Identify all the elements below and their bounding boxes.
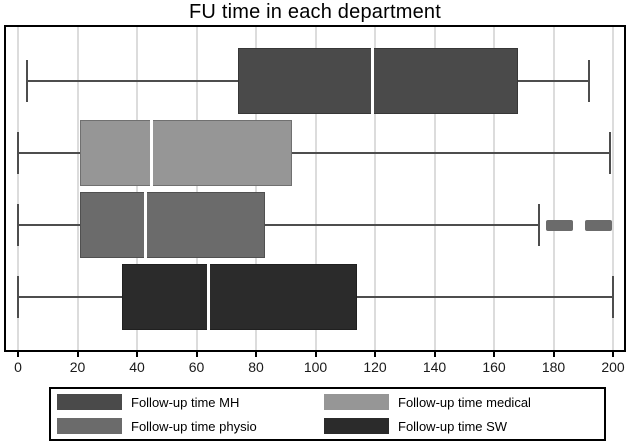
gridline bbox=[136, 27, 138, 350]
whisker-cap-max bbox=[612, 276, 614, 318]
gridline bbox=[612, 27, 614, 350]
outlier-marker bbox=[545, 219, 573, 231]
box-3 bbox=[80, 192, 265, 258]
x-tick-label: 160 bbox=[482, 359, 506, 375]
box-1 bbox=[238, 48, 518, 114]
whisker-cap-max bbox=[588, 60, 591, 102]
legend-label: Follow-up time medical bbox=[398, 394, 531, 410]
x-tick-label: 120 bbox=[363, 359, 387, 375]
x-tick-label: 80 bbox=[248, 359, 264, 375]
legend-swatch bbox=[324, 394, 389, 410]
x-tick bbox=[552, 350, 555, 357]
gridline bbox=[76, 27, 79, 350]
gridline bbox=[552, 27, 555, 350]
median-line bbox=[206, 264, 210, 330]
legend-label: Follow-up time SW bbox=[398, 418, 508, 434]
whisker-cap-max bbox=[609, 132, 612, 174]
x-tick bbox=[136, 350, 138, 357]
x-tick bbox=[374, 350, 376, 357]
whisker-cap-min bbox=[17, 204, 19, 246]
legend-item: Follow-up time SW bbox=[318, 418, 604, 434]
plot-area bbox=[4, 25, 626, 352]
gridline bbox=[255, 27, 257, 350]
x-tick bbox=[195, 350, 198, 357]
x-tick-label: 20 bbox=[69, 359, 86, 375]
legend-label: Follow-up time physio bbox=[131, 418, 257, 434]
x-tick bbox=[314, 350, 317, 357]
legend-swatch bbox=[57, 418, 122, 434]
whisker-cap-max bbox=[537, 204, 540, 246]
box-2 bbox=[80, 120, 292, 186]
x-tick-label: 60 bbox=[188, 359, 205, 375]
median-line bbox=[144, 192, 148, 258]
whisker-cap-min bbox=[17, 132, 19, 174]
legend-swatch bbox=[57, 394, 122, 410]
x-tick bbox=[76, 350, 79, 357]
gridline bbox=[195, 27, 198, 350]
x-tick-label: 200 bbox=[601, 359, 625, 375]
legend-item: Follow-up time MH bbox=[51, 394, 318, 410]
x-tick bbox=[612, 350, 614, 357]
x-tick-label: 100 bbox=[303, 359, 328, 375]
gridline bbox=[374, 27, 376, 350]
x-tick bbox=[493, 350, 495, 357]
gridline bbox=[314, 27, 317, 350]
x-tick-label: 140 bbox=[422, 359, 447, 375]
legend-label: Follow-up time MH bbox=[131, 394, 240, 410]
legend: Follow-up time MH Follow-up time medical F… bbox=[49, 387, 606, 441]
whisker-line bbox=[18, 224, 539, 226]
gridline bbox=[433, 27, 436, 350]
x-tick bbox=[17, 350, 19, 357]
outlier-marker bbox=[584, 219, 612, 231]
box-4 bbox=[122, 264, 358, 330]
x-tick bbox=[255, 350, 257, 357]
legend-item: Follow-up time medical bbox=[318, 394, 604, 410]
x-tick bbox=[433, 350, 436, 357]
x-tick-label: 180 bbox=[541, 359, 566, 375]
legend-item: Follow-up time physio bbox=[51, 418, 318, 434]
legend-swatch bbox=[324, 418, 389, 434]
median-line bbox=[370, 48, 374, 114]
chart-title: FU time in each department bbox=[189, 1, 441, 23]
gridline bbox=[17, 27, 19, 350]
x-tick-label: 40 bbox=[129, 359, 145, 375]
median-line bbox=[150, 120, 154, 186]
whisker-cap-min bbox=[17, 276, 19, 318]
gridline bbox=[493, 27, 495, 350]
x-tick-label: 0 bbox=[14, 359, 22, 375]
whisker-cap-min bbox=[25, 60, 28, 102]
whisker-line bbox=[18, 152, 611, 154]
